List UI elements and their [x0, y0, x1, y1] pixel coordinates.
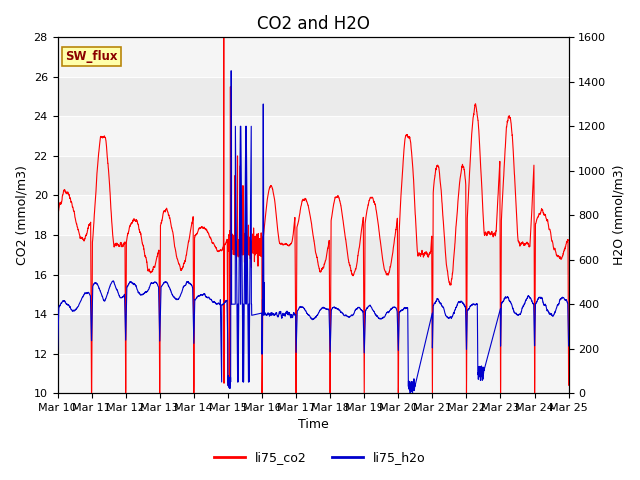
Bar: [58, 275, 568, 314]
Bar: [58, 37, 568, 77]
Title: CO2 and H2O: CO2 and H2O: [257, 15, 369, 33]
Text: SW_flux: SW_flux: [65, 50, 118, 63]
X-axis label: Time: Time: [298, 419, 328, 432]
Bar: [58, 116, 568, 156]
Bar: [58, 195, 568, 235]
Y-axis label: H2O (mmol/m3): H2O (mmol/m3): [612, 165, 625, 265]
Bar: [58, 354, 568, 393]
Legend: li75_co2, li75_h2o: li75_co2, li75_h2o: [209, 446, 431, 469]
Y-axis label: CO2 (mmol/m3): CO2 (mmol/m3): [15, 165, 28, 265]
